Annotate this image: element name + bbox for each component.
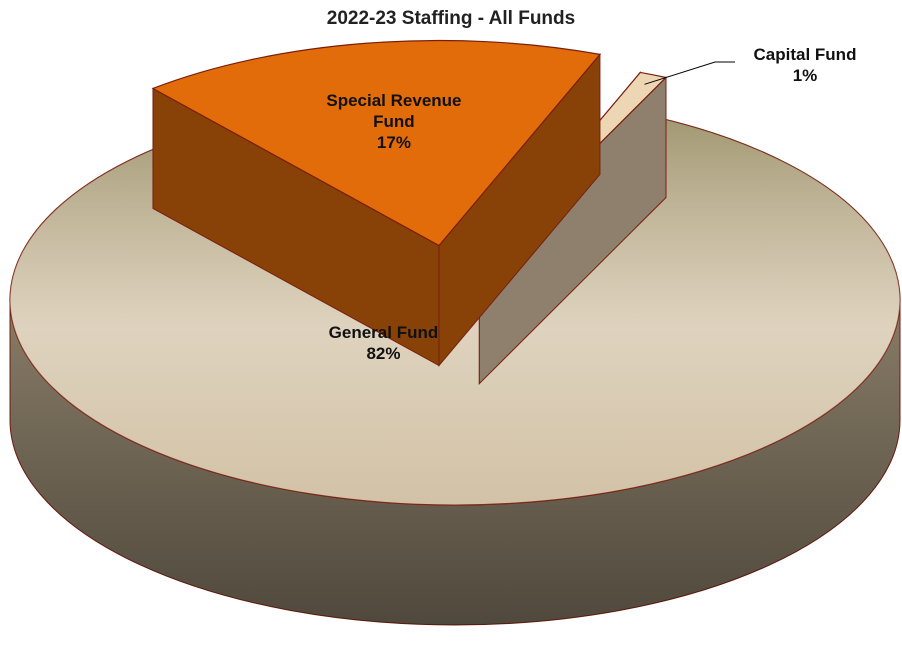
value-label: 17% — [376, 133, 411, 153]
slice — [151, 39, 602, 247]
chart-title: 2022-23 Staffing - All Funds — [326, 8, 576, 29]
value-label: 1% — [792, 66, 818, 85]
category-label: Capital Fund — [753, 45, 857, 64]
category-label: Special Revenue Fund — [326, 91, 462, 132]
value-label: 82% — [366, 343, 401, 363]
side-shade — [10, 300, 900, 625]
category-label: General Fund — [328, 322, 439, 342]
leader-line — [644, 61, 735, 85]
